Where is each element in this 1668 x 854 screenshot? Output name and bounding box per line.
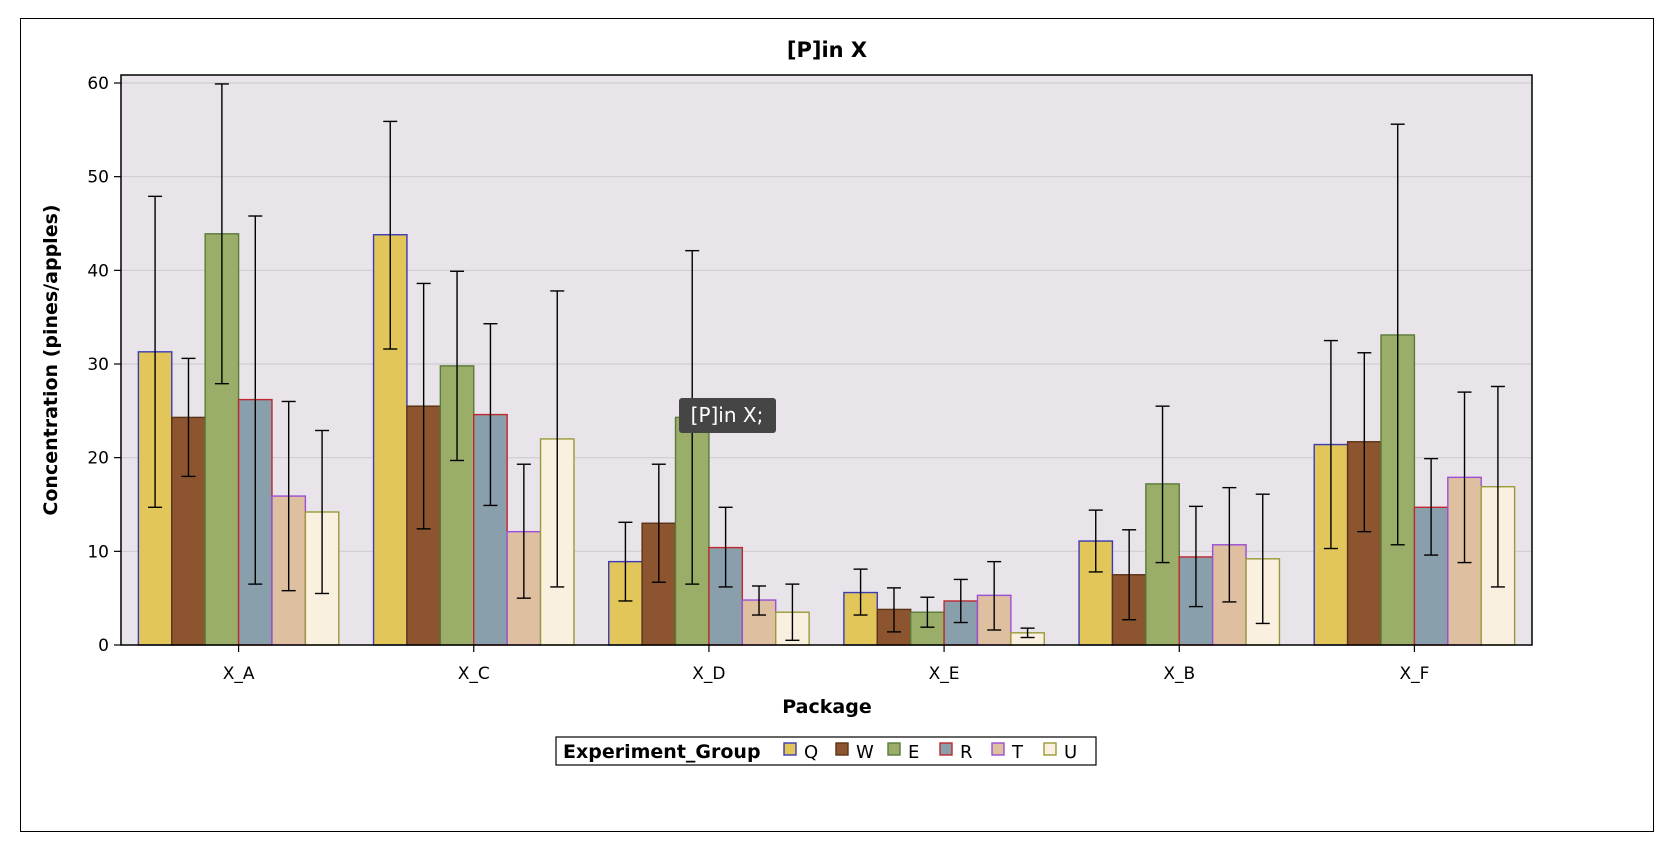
tooltip: [P]in X; (679, 398, 776, 433)
legend-swatch-U (1043, 742, 1057, 756)
legend-title: Experiment_Group (563, 741, 761, 763)
y-tick-label: 20 (87, 449, 109, 469)
error-bar-X_A-W (181, 357, 196, 478)
error-bar-X_F-R (1424, 457, 1439, 556)
error-bar-X_A-Q (148, 195, 163, 509)
error-bar-X_A-T (281, 400, 296, 592)
legend-label-Q: Q (804, 742, 818, 763)
error-bar-X_D-Q (618, 521, 633, 602)
legend-label-E: E (908, 742, 919, 763)
y-tick-label: 50 (87, 168, 109, 188)
error-bar-X_B-R (1188, 505, 1203, 608)
error-bar-X_D-R (718, 506, 733, 588)
bar-chart: [P]in X 0 10 20 30 40 50 60 X_A X_C X_D X_E X_B X_F… (40, 38, 1533, 766)
x-axis: X_A X_C X_D X_E X_B X_F (223, 645, 1429, 684)
error-bar-X_B-T (1222, 486, 1237, 603)
legend-swatch-E (887, 742, 901, 756)
y-tick-label: 10 (87, 542, 109, 562)
error-bar-X_C-E (450, 270, 465, 462)
error-bar-X_E-T (987, 560, 1002, 631)
x-tick-label: X_F (1399, 664, 1429, 684)
x-tick-label: X_A (223, 664, 255, 684)
x-axis-title: Package (782, 696, 871, 718)
error-bar-X_F-E (1390, 123, 1405, 546)
error-bar-X_B-W (1122, 529, 1137, 621)
plot-border (120, 74, 1533, 646)
y-axis-title: Concentration (pines/apples) (40, 204, 62, 515)
error-bar-X_A-U (315, 429, 330, 595)
legend-swatch-T (991, 742, 1005, 756)
legend-label-U: U (1064, 742, 1077, 763)
legend-swatch-W (835, 742, 849, 756)
legend-label-T: T (1011, 742, 1024, 763)
error-bar-X_C-R (483, 323, 498, 507)
error-bar-X_E-U (1020, 627, 1035, 639)
error-bar-X_A-R (248, 215, 263, 585)
gridlines (121, 82, 1532, 552)
legend-swatch-Q (783, 742, 797, 756)
legend-box (555, 736, 1097, 766)
y-axis: 0 10 20 30 40 50 60 (87, 74, 121, 656)
error-bar-X_C-T (516, 463, 531, 599)
error-bar-X_F-Q (1323, 339, 1338, 550)
error-bar-X_E-Q (853, 568, 868, 616)
chart-frame: [P]in X 0 10 20 30 40 50 60 X_A X_C X_D X_E X_B X_F… (20, 18, 1654, 832)
chart-title: [P]in X (787, 38, 867, 62)
y-tick-label: 30 (87, 355, 109, 375)
error-bar-X_B-U (1255, 493, 1270, 625)
y-tick-label: 0 (98, 636, 109, 656)
legend-label-W: W (856, 742, 874, 763)
error-bar-X_E-W (886, 587, 901, 633)
error-bar-X_F-T (1457, 391, 1472, 564)
error-bar-X_B-Q (1088, 509, 1103, 573)
y-tick-label: 40 (87, 261, 109, 281)
plot-area (121, 75, 1532, 645)
y-tick-label: 60 (87, 74, 109, 94)
error-bar-X_B-E (1155, 405, 1170, 564)
error-bar-X_C-W (416, 282, 431, 530)
tooltip-box (679, 398, 776, 433)
error-bar-X_A-E (214, 83, 229, 385)
error-bar-X_C-U (550, 290, 565, 588)
x-tick-label: X_E (929, 664, 960, 684)
x-tick-label: X_C (458, 664, 490, 684)
tooltip-text: [P]in X; (691, 403, 764, 427)
error-bar-X_D-U (785, 583, 800, 642)
error-bar-X_F-U (1490, 385, 1505, 588)
error-bar-X_D-T (752, 585, 767, 616)
legend-label-R: R (960, 742, 973, 763)
error-bar-X_E-E (920, 596, 935, 628)
error-bar-X_C-Q (383, 120, 398, 350)
x-tick-label: X_B (1163, 664, 1195, 684)
error-bar-X_F-W (1357, 352, 1372, 533)
legend: Experiment_Group Q W E R T U (555, 736, 1097, 766)
legend-swatch-R (939, 742, 953, 756)
x-tick-label: X_D (692, 664, 725, 684)
error-bar-X_E-R (953, 578, 968, 624)
error-bar-X_D-W (651, 463, 666, 583)
